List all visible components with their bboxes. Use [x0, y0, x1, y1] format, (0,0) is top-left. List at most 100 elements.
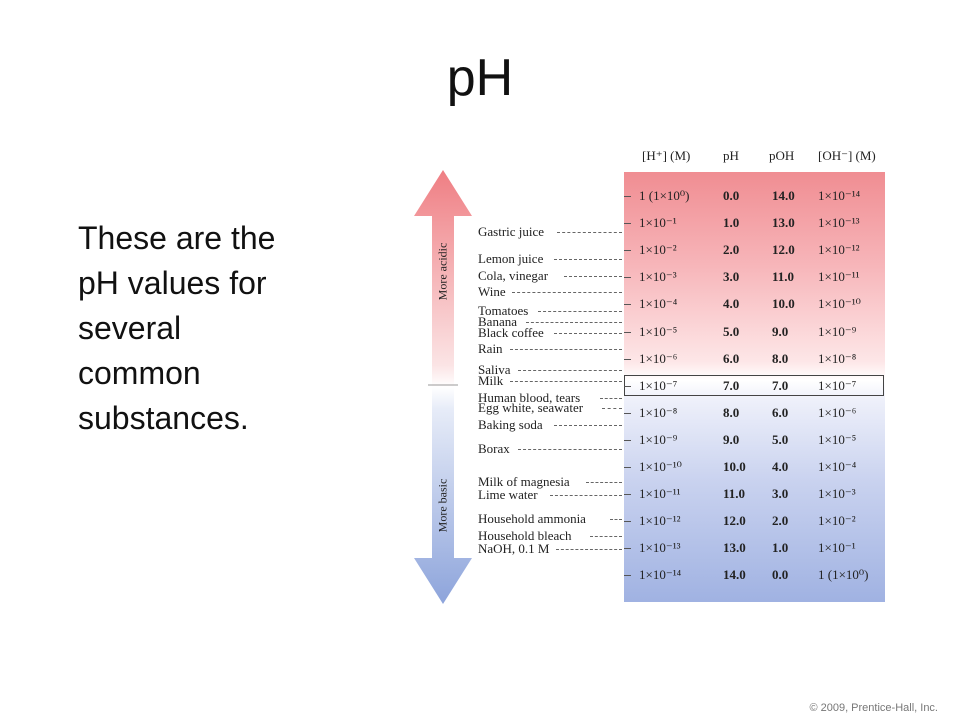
poh-cell: 3.0	[772, 486, 789, 502]
h-concentration-cell: 1×10⁻⁶	[639, 350, 678, 366]
h-concentration-cell: 1×10⁻¹⁰	[639, 459, 682, 474]
oh-concentration-cell: 1×10⁻⁴	[818, 459, 857, 474]
scale-tick	[624, 412, 631, 414]
oh-concentration-cell: 1×10⁻⁸	[818, 350, 857, 366]
substance-label: Borax	[478, 441, 510, 457]
substance-label: Saliva	[478, 362, 511, 378]
h-concentration-cell: 1 (1×10⁰)	[639, 188, 690, 203]
oh-concentration-cell: 1×10⁻¹⁰	[818, 296, 861, 312]
substance-label: Baking soda	[478, 416, 543, 432]
copyright-notice: © 2009, Prentice-Hall, Inc.	[809, 702, 938, 714]
scale-tick	[624, 385, 631, 387]
ph-table-row: 1×10⁻¹² 12.0 2.0 1×10⁻²	[624, 513, 885, 531]
ph-table-row: 1 (1×10⁰) 0.0 14.0 1×10⁻¹⁴	[624, 188, 885, 206]
leader-line	[602, 408, 622, 410]
substance-label: Human blood, tears	[478, 389, 581, 405]
substance-label: Banana	[478, 313, 517, 329]
ph-cell: 7.0	[723, 377, 740, 393]
slide-body-text: These are the pH values for several comm…	[78, 220, 276, 436]
ph-cell: 6.0	[723, 350, 740, 366]
poh-cell: 5.0	[772, 431, 789, 447]
ph-cell: 14.0	[723, 567, 746, 583]
more-basic-label: More basic	[435, 478, 450, 533]
oh-concentration-cell: 1×10⁻¹	[818, 540, 856, 556]
substance-label: Milk	[478, 373, 504, 389]
oh-concentration-cell: 1×10⁻³	[818, 486, 856, 502]
leader-line	[512, 291, 622, 293]
ph-cell: 5.0	[723, 323, 740, 339]
leader-line	[510, 381, 622, 383]
more-acidic-label: More acidic	[435, 242, 450, 301]
substance-label: Household bleach	[478, 527, 572, 543]
leader-line	[600, 397, 622, 399]
poh-cell: 13.0	[772, 215, 795, 231]
substance-label: Lime water	[478, 487, 538, 503]
scale-tick	[624, 304, 631, 306]
ph-cell: 4.0	[723, 296, 740, 312]
ph-table-row: 1×10⁻¹³ 13.0 1.0 1×10⁻¹	[624, 540, 885, 558]
leader-line	[550, 495, 622, 497]
poh-cell: 11.0	[772, 269, 795, 285]
leader-line	[538, 310, 622, 312]
ph-cell: 3.0	[723, 269, 740, 285]
substance-label: Lemon juice	[478, 251, 544, 267]
h-concentration-cell: 1×10⁻¹³	[639, 540, 681, 556]
ph-cell: 0.0	[723, 188, 740, 203]
leader-line	[518, 370, 622, 372]
poh-cell: 2.0	[772, 513, 789, 529]
poh-cell: 4.0	[772, 459, 789, 474]
oh-concentration-cell: 1×10⁻⁵	[818, 431, 857, 447]
substance-label: Household ammonia	[478, 511, 586, 527]
double-arrow-icon	[414, 170, 472, 604]
leader-line	[554, 424, 622, 426]
poh-cell: 7.0	[772, 377, 789, 393]
leader-line	[586, 481, 622, 483]
neutral-row-highlight	[624, 375, 884, 396]
leader-line	[557, 232, 622, 234]
h-concentration-cell: 1×10⁻³	[639, 269, 677, 285]
h-concentration-cell: 1×10⁻¹²	[639, 513, 681, 529]
leader-line	[518, 449, 622, 451]
poh-cell: 0.0	[772, 567, 789, 583]
leader-line	[556, 549, 622, 551]
scale-tick	[624, 277, 631, 279]
scale-tick	[624, 467, 631, 468]
ph-table-row: 1×10⁻⁶ 6.0 8.0 1×10⁻⁸	[624, 351, 885, 369]
ph-table-row: 1×10⁻² 2.0 12.0 1×10⁻¹²	[624, 242, 885, 260]
ph-scale-table	[624, 172, 885, 602]
ph-cell: 11.0	[723, 486, 746, 502]
ph-table-row: 1×10⁻⁹ 9.0 5.0 1×10⁻⁵	[624, 432, 885, 450]
oh-concentration-cell: 1×10⁻¹²	[818, 242, 860, 258]
substance-label: Gastric juice	[478, 224, 545, 240]
h-concentration-cell: 1×10⁻²	[639, 242, 677, 258]
ph-cell: 2.0	[723, 242, 740, 258]
ph-table-row: 1×10⁻¹ 1.0 13.0 1×10⁻¹³	[624, 215, 885, 233]
poh-cell: 1.0	[772, 540, 789, 556]
ph-table-row: 1×10⁻⁸ 8.0 6.0 1×10⁻⁶	[624, 405, 885, 423]
ph-table-row: 1×10⁻⁴ 4.0 10.0 1×10⁻¹⁰	[624, 296, 885, 314]
ph-cell: 10.0	[723, 459, 746, 474]
h-concentration-cell: 1×10⁻¹¹	[639, 486, 681, 502]
leader-line	[564, 275, 622, 277]
poh-cell: 8.0	[772, 350, 789, 366]
oh-concentration-cell: 1×10⁻¹⁴	[818, 188, 861, 203]
ph-table-row: 1×10⁻¹¹ 11.0 3.0 1×10⁻³	[624, 486, 885, 504]
leader-line	[526, 321, 622, 323]
ph-table-row: 1×10⁻⁷ 7.0 7.0 1×10⁻⁷	[624, 378, 885, 396]
ph-table-row: 1×10⁻³ 3.0 11.0 1×10⁻¹¹	[624, 269, 885, 287]
ph-cell: 1.0	[723, 215, 740, 231]
ph-cell: 9.0	[723, 431, 740, 447]
poh-cell: 9.0	[772, 323, 789, 339]
oh-concentration-cell: 1×10⁻⁹	[818, 323, 857, 339]
poh-cell: 6.0	[772, 404, 789, 420]
substance-label: Rain	[478, 340, 503, 356]
substance-label: Milk of magnesia	[478, 473, 570, 489]
h-concentration-cell: 1×10⁻⁸	[639, 404, 678, 420]
substance-label: Tomatoes	[478, 302, 529, 318]
substance-label: NaOH, 0.1 M	[478, 541, 550, 557]
ph-header: pH	[723, 148, 739, 163]
leader-line	[590, 535, 622, 537]
ph-cell: 12.0	[723, 513, 746, 529]
poh-header: pOH	[769, 148, 795, 163]
oh-concentration-header: [OH⁻] (M)	[818, 148, 876, 163]
